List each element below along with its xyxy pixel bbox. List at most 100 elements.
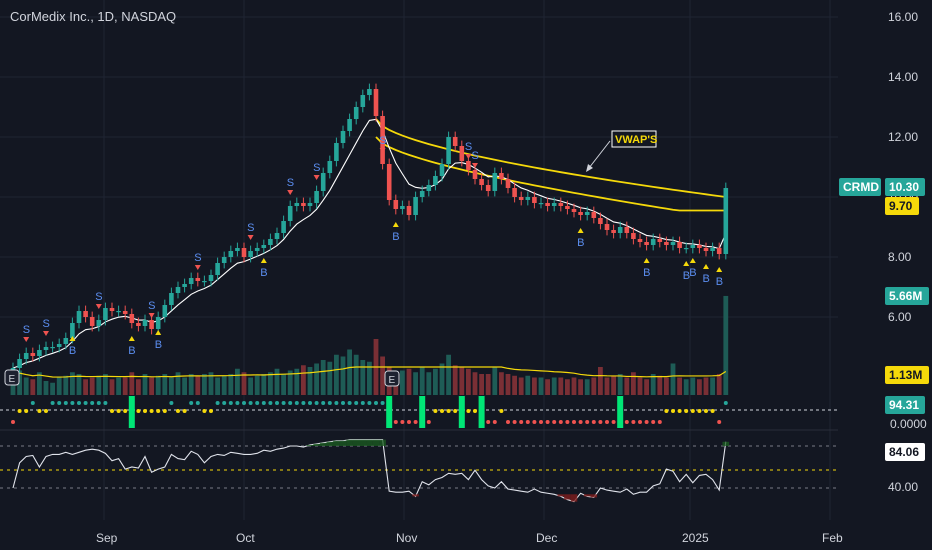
volume-bar	[254, 375, 260, 395]
volume-bar	[446, 354, 451, 395]
osc-dot	[611, 420, 616, 424]
volume-bar	[677, 377, 682, 395]
candle-body	[155, 317, 161, 329]
osc-dot	[473, 409, 477, 413]
volume-ma-tag-bg	[885, 366, 929, 384]
volume-bar	[479, 374, 484, 395]
sell-arrow	[472, 163, 478, 168]
candle-body	[307, 203, 313, 206]
rsi-fill-oversold	[557, 494, 565, 497]
candle-body	[202, 281, 207, 283]
volume-bar	[565, 379, 570, 395]
osc-dot	[512, 420, 517, 424]
volume-bar	[400, 370, 405, 395]
volume-bar	[17, 370, 22, 395]
volume-bar	[499, 372, 504, 395]
candle-body	[89, 317, 95, 326]
volume-bar	[426, 372, 432, 395]
osc-dot	[136, 409, 141, 413]
earnings-marker	[384, 370, 400, 387]
symbol-tag: CRMD	[843, 180, 879, 194]
osc-dot	[116, 409, 121, 413]
volume-ma-tag: 1.13M	[889, 368, 922, 382]
candle-body	[228, 251, 234, 257]
candle-body	[598, 218, 603, 224]
volume-bar	[175, 372, 181, 395]
sell-label: S	[313, 162, 320, 174]
earnings-marker-label: E	[389, 375, 396, 386]
vwap-price-tag: 9.70	[889, 199, 913, 213]
candle-body	[188, 278, 194, 284]
sell-label: S	[148, 300, 155, 312]
osc-dot	[96, 401, 101, 405]
volume-last-tag-bg	[885, 287, 929, 305]
candle-body	[103, 308, 108, 320]
osc-dot	[70, 401, 75, 405]
osc-dot	[360, 401, 365, 405]
osc-dot	[242, 401, 246, 405]
sell-label: S	[465, 141, 472, 153]
osc-dot	[209, 409, 213, 413]
candle-body	[710, 248, 715, 251]
candle-body	[466, 161, 471, 170]
candle-body	[505, 179, 511, 188]
candle-body	[136, 323, 141, 326]
volume-bar	[43, 381, 49, 395]
candle-body	[63, 338, 69, 344]
candle-body	[129, 314, 135, 323]
osc-dot	[690, 409, 695, 413]
sell-arrow	[287, 190, 294, 195]
candle-body	[56, 344, 62, 347]
osc-dot	[143, 409, 147, 413]
candle-body	[631, 233, 636, 239]
volume-bar	[37, 372, 42, 395]
rsi-fill-overbought	[339, 440, 347, 446]
price-tick-label: 12.00	[888, 130, 918, 144]
sell-label: S	[95, 291, 102, 303]
candle-body	[571, 209, 577, 212]
buy-label: B	[260, 267, 267, 279]
candle-body	[142, 320, 148, 326]
candle-body	[30, 353, 36, 356]
buy-label: B	[683, 270, 690, 282]
osc-dot	[453, 409, 458, 413]
earnings-marker	[4, 369, 20, 386]
buy-arrow	[643, 258, 650, 263]
vwap-lines	[375, 118, 726, 212]
symbol-tag-bg	[839, 178, 881, 196]
osc-dot	[176, 409, 180, 413]
time-axis: Sep Oct Nov Dec 2025 Feb	[96, 531, 843, 545]
candle-body	[320, 173, 326, 191]
osc-dot	[334, 401, 339, 405]
rsi-fill-overbought	[722, 441, 730, 446]
volume-bar	[406, 368, 412, 395]
osc-dot	[261, 401, 266, 405]
green-signal-box	[128, 396, 135, 428]
candle-body	[70, 323, 75, 338]
osc-dot	[37, 409, 42, 413]
candle-body	[96, 320, 102, 326]
candle-body	[644, 242, 649, 245]
osc-dot	[393, 420, 398, 424]
volume-bar	[380, 356, 385, 395]
candle-body	[162, 305, 168, 317]
candle-body	[208, 275, 214, 281]
candle-body	[472, 170, 478, 179]
candle-body	[512, 188, 517, 197]
buy-arrow	[155, 330, 162, 335]
candle-body	[386, 164, 392, 200]
osc-dot	[202, 409, 207, 413]
buy-label: B	[716, 276, 723, 288]
candle-body	[499, 173, 504, 179]
buy-label: B	[689, 267, 696, 279]
candle-body	[23, 353, 29, 359]
candle-body	[578, 212, 583, 215]
osc-dot	[248, 401, 253, 405]
osc-dot	[288, 401, 293, 405]
osc-dot	[664, 409, 669, 413]
volume-bar	[56, 377, 62, 395]
volume-bar	[551, 377, 557, 395]
candle-body	[248, 251, 253, 257]
last-price-tag-bg	[885, 178, 925, 196]
